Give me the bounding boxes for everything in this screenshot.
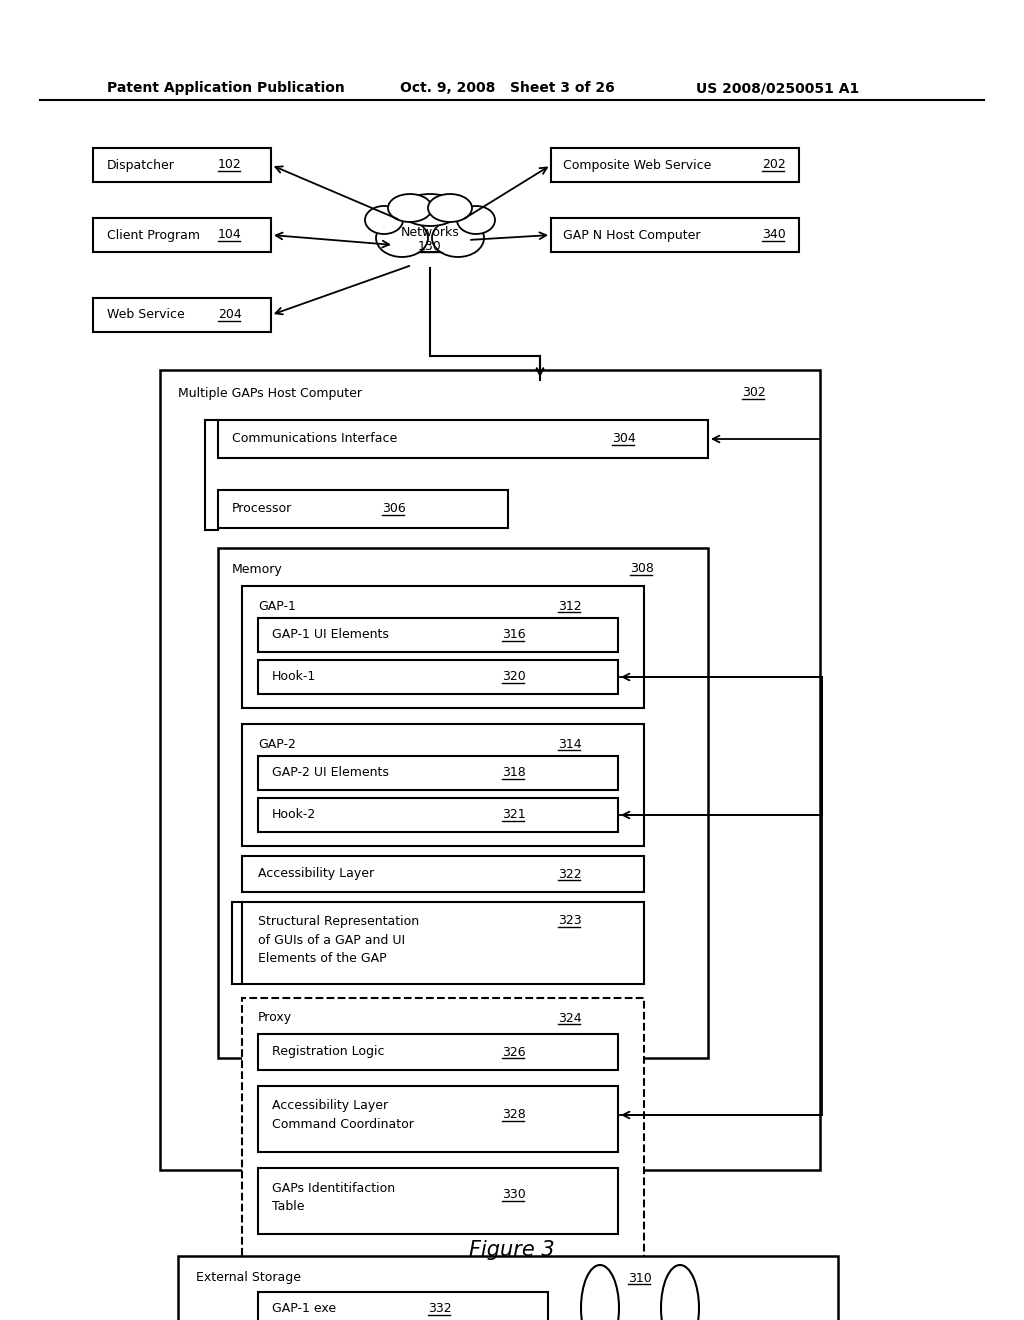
Text: 130: 130 <box>418 239 442 252</box>
FancyBboxPatch shape <box>551 148 799 182</box>
FancyBboxPatch shape <box>242 855 644 892</box>
Ellipse shape <box>432 219 484 257</box>
FancyBboxPatch shape <box>218 548 708 1059</box>
Text: GAP-1 exe: GAP-1 exe <box>272 1303 336 1316</box>
Text: GAP N Host Computer: GAP N Host Computer <box>563 228 700 242</box>
Text: Client Program: Client Program <box>106 228 200 242</box>
Text: 332: 332 <box>428 1303 452 1316</box>
Text: 104: 104 <box>218 228 242 242</box>
Text: 340: 340 <box>762 228 785 242</box>
Text: 323: 323 <box>558 915 582 928</box>
Text: GAPs Identitifaction: GAPs Identitifaction <box>272 1181 395 1195</box>
Ellipse shape <box>400 194 460 226</box>
Text: Figure 3: Figure 3 <box>469 1239 555 1261</box>
Text: Patent Application Publication: Patent Application Publication <box>106 81 345 95</box>
Text: 306: 306 <box>382 503 406 516</box>
FancyBboxPatch shape <box>551 218 799 252</box>
Text: Elements of the GAP: Elements of the GAP <box>258 952 387 965</box>
FancyBboxPatch shape <box>93 298 271 333</box>
Text: 304: 304 <box>612 433 636 446</box>
Text: 310: 310 <box>628 1271 651 1284</box>
FancyBboxPatch shape <box>218 490 508 528</box>
Text: 314: 314 <box>558 738 582 751</box>
FancyBboxPatch shape <box>258 1168 618 1234</box>
FancyBboxPatch shape <box>160 370 820 1170</box>
Text: Dispatcher: Dispatcher <box>106 158 175 172</box>
FancyBboxPatch shape <box>242 723 644 846</box>
Ellipse shape <box>662 1265 699 1320</box>
Ellipse shape <box>365 206 403 234</box>
FancyBboxPatch shape <box>218 420 708 458</box>
Text: 330: 330 <box>502 1188 525 1201</box>
Text: Command Coordinator: Command Coordinator <box>272 1118 414 1130</box>
Text: 321: 321 <box>502 808 525 821</box>
Text: Oct. 9, 2008   Sheet 3 of 26: Oct. 9, 2008 Sheet 3 of 26 <box>400 81 614 95</box>
Text: of GUIs of a GAP and UI: of GUIs of a GAP and UI <box>258 933 406 946</box>
Text: 102: 102 <box>218 158 242 172</box>
Text: US 2008/0250051 A1: US 2008/0250051 A1 <box>696 81 859 95</box>
FancyBboxPatch shape <box>258 799 618 832</box>
Text: Processor: Processor <box>232 503 292 516</box>
FancyBboxPatch shape <box>258 660 618 694</box>
Text: 320: 320 <box>502 671 525 684</box>
Text: GAP-2 UI Elements: GAP-2 UI Elements <box>272 767 389 780</box>
Text: GAP-2: GAP-2 <box>258 738 296 751</box>
FancyBboxPatch shape <box>178 1257 838 1320</box>
FancyBboxPatch shape <box>242 902 644 983</box>
FancyBboxPatch shape <box>258 756 618 789</box>
Text: Composite Web Service: Composite Web Service <box>563 158 712 172</box>
Text: Web Service: Web Service <box>106 309 184 322</box>
Text: 312: 312 <box>558 599 582 612</box>
Text: Table: Table <box>272 1200 304 1213</box>
Text: 308: 308 <box>630 562 654 576</box>
Text: Proxy: Proxy <box>258 1011 292 1024</box>
Text: 302: 302 <box>742 387 766 400</box>
Text: Structural Representation: Structural Representation <box>258 915 419 928</box>
Text: 318: 318 <box>502 767 525 780</box>
FancyBboxPatch shape <box>93 148 271 182</box>
Text: Accessibility Layer: Accessibility Layer <box>258 867 374 880</box>
Text: 204: 204 <box>218 309 242 322</box>
Ellipse shape <box>581 1265 618 1320</box>
Text: 202: 202 <box>762 158 785 172</box>
Ellipse shape <box>457 206 495 234</box>
Text: 326: 326 <box>502 1045 525 1059</box>
Text: GAP-1: GAP-1 <box>258 599 296 612</box>
Text: Hook-2: Hook-2 <box>272 808 316 821</box>
FancyBboxPatch shape <box>258 1034 618 1071</box>
Text: Networks: Networks <box>400 226 460 239</box>
Text: External Storage: External Storage <box>196 1271 301 1284</box>
FancyBboxPatch shape <box>93 218 271 252</box>
Ellipse shape <box>388 194 432 222</box>
Ellipse shape <box>376 219 428 257</box>
Ellipse shape <box>428 194 472 222</box>
FancyBboxPatch shape <box>258 1292 548 1320</box>
Text: Registration Logic: Registration Logic <box>272 1045 384 1059</box>
FancyBboxPatch shape <box>242 998 644 1258</box>
Text: GAP-1 UI Elements: GAP-1 UI Elements <box>272 628 389 642</box>
Ellipse shape <box>395 209 465 252</box>
Text: 316: 316 <box>502 628 525 642</box>
FancyBboxPatch shape <box>258 1086 618 1152</box>
Text: 328: 328 <box>502 1109 525 1122</box>
Text: Memory: Memory <box>232 562 283 576</box>
Text: Hook-1: Hook-1 <box>272 671 316 684</box>
FancyBboxPatch shape <box>258 618 618 652</box>
Text: 322: 322 <box>558 867 582 880</box>
Text: Accessibility Layer: Accessibility Layer <box>272 1100 388 1113</box>
FancyBboxPatch shape <box>242 586 644 708</box>
Text: Multiple GAPs Host Computer: Multiple GAPs Host Computer <box>178 387 362 400</box>
Text: 324: 324 <box>558 1011 582 1024</box>
Text: Communications Interface: Communications Interface <box>232 433 397 446</box>
